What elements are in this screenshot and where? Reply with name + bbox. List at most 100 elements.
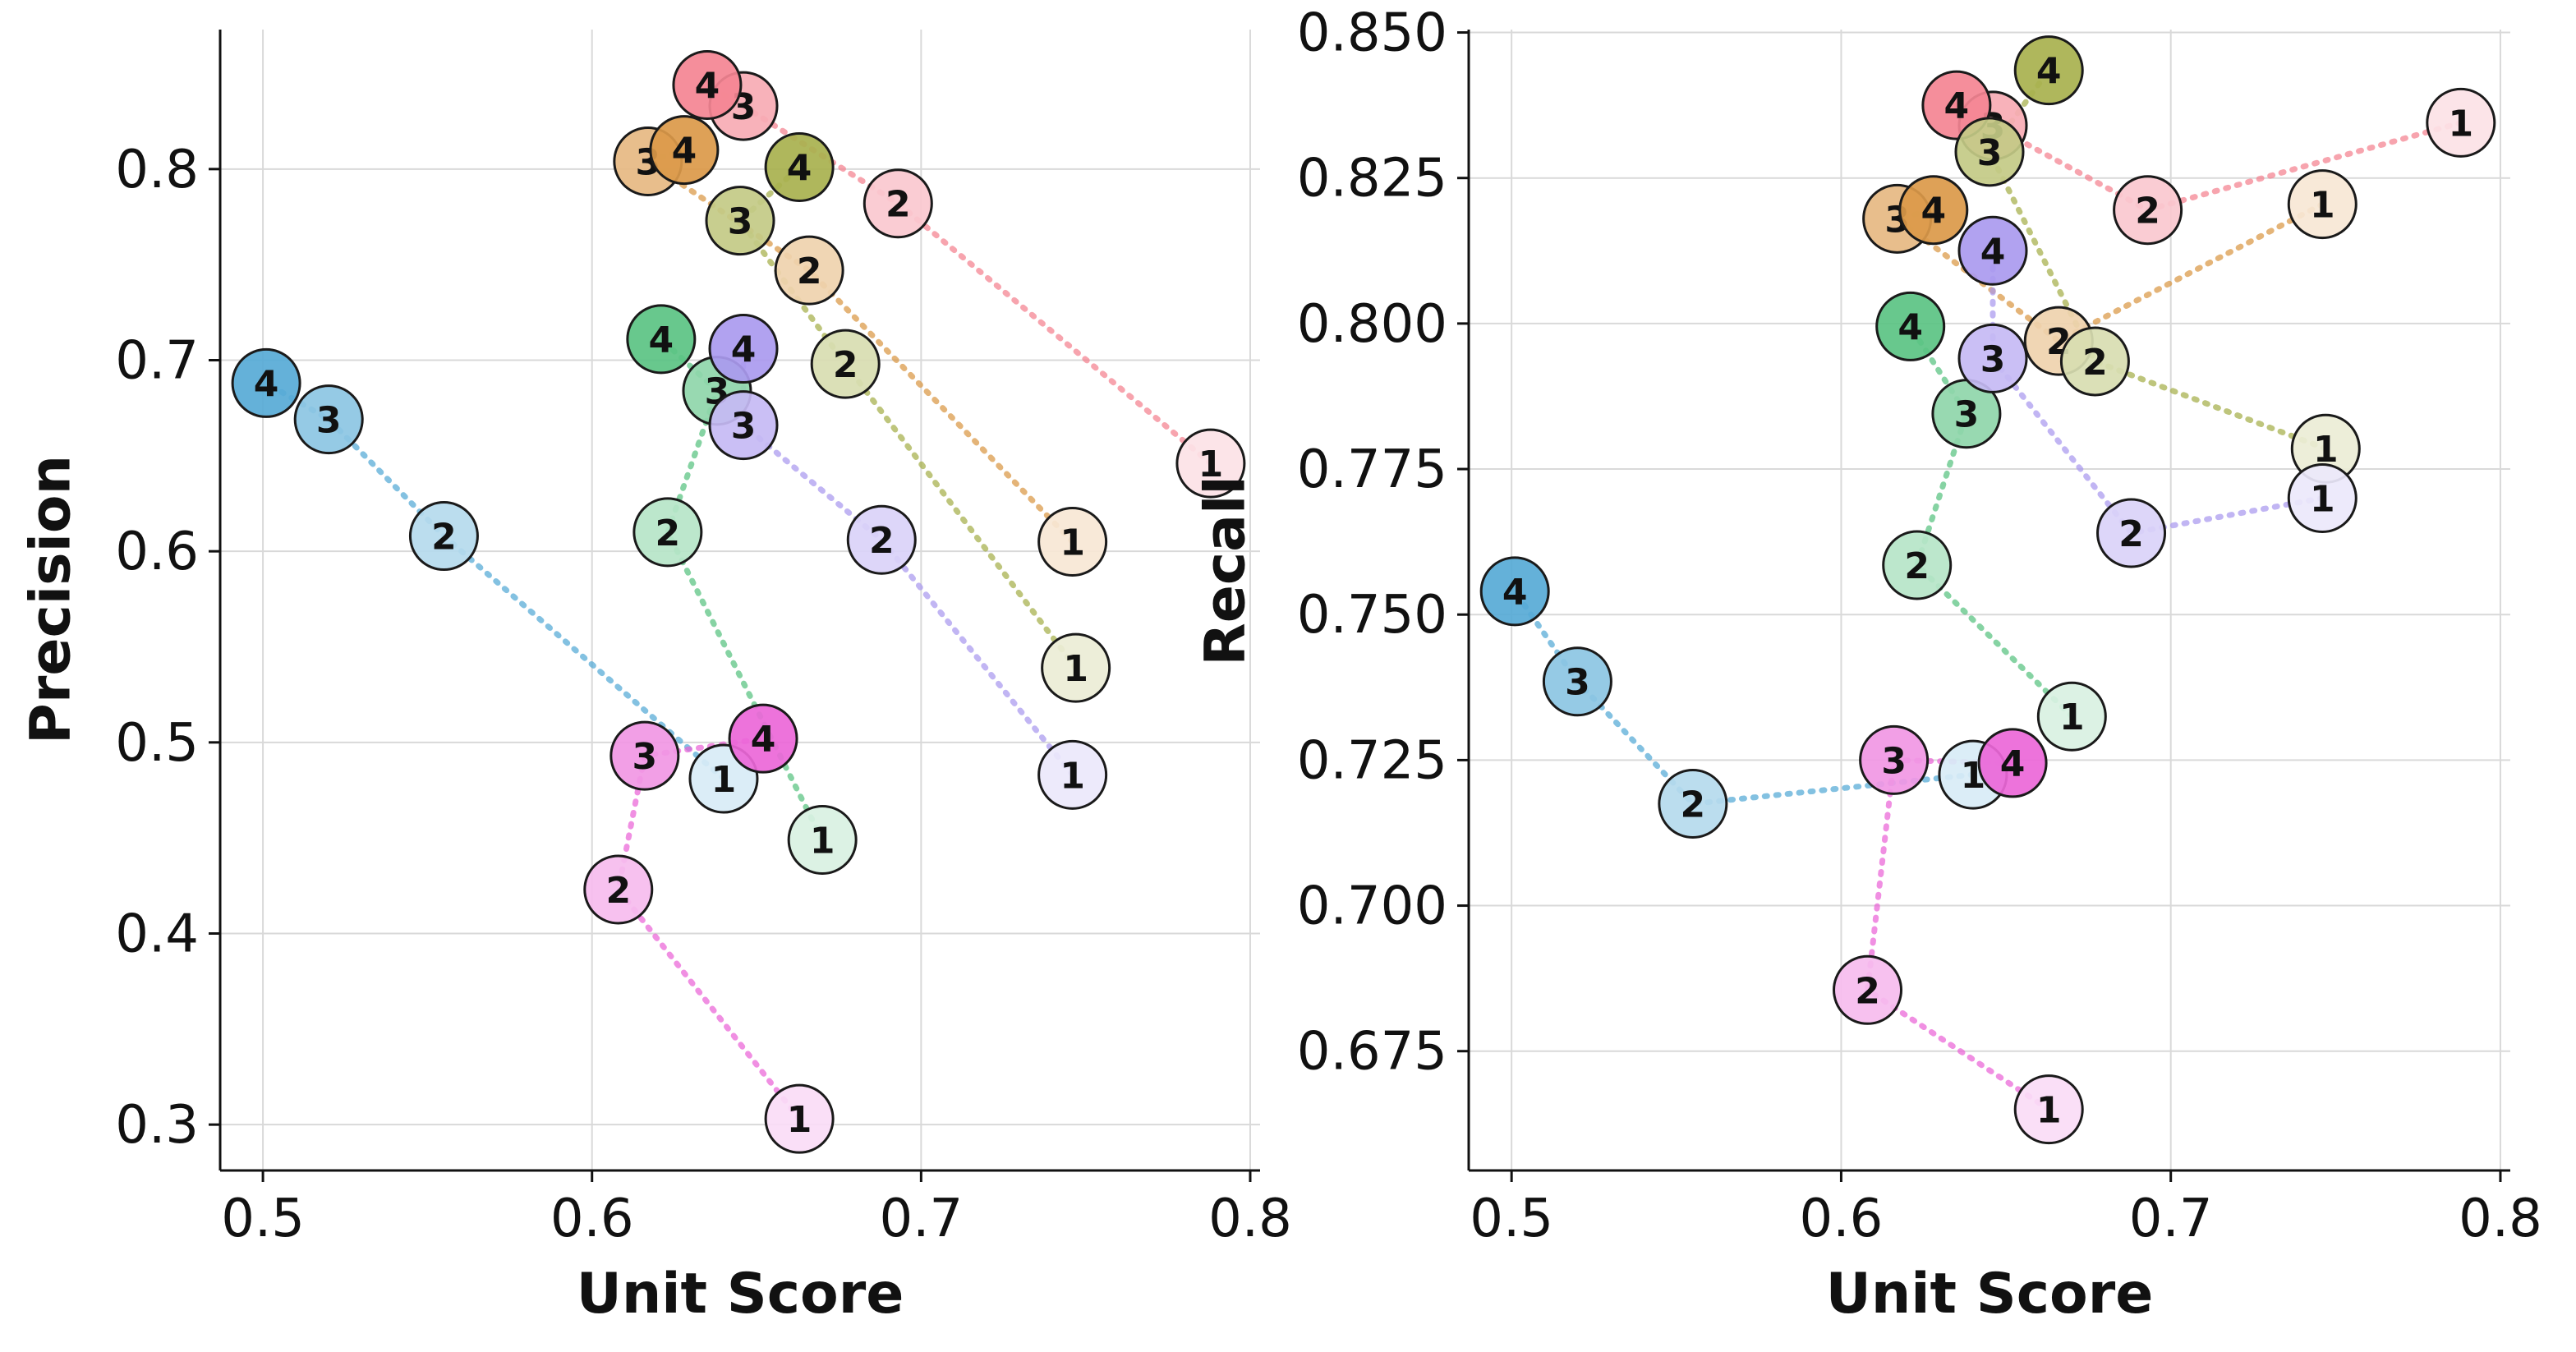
point-marker bbox=[1898, 175, 1969, 246]
point-label: 1 bbox=[711, 759, 737, 801]
point-purple-4: 4 bbox=[1957, 215, 2028, 286]
point-marker bbox=[1479, 556, 1550, 627]
series-line-magenta bbox=[615, 735, 803, 1122]
point-label: 2 bbox=[833, 344, 858, 386]
y-tick-label: 0.825 bbox=[1297, 149, 1447, 209]
point-label: 1 bbox=[787, 1099, 812, 1141]
point-label: 3 bbox=[1881, 740, 1907, 782]
point-marker bbox=[728, 703, 798, 774]
x-tick-label: 0.5 bbox=[1470, 1189, 1553, 1249]
point-marker bbox=[2113, 175, 2183, 246]
point-red-2: 2 bbox=[862, 168, 933, 239]
point-magenta-4: 4 bbox=[1977, 728, 2048, 798]
point-label: 2 bbox=[605, 870, 631, 912]
x-tick-label: 0.6 bbox=[1800, 1189, 1884, 1249]
series-line-green bbox=[658, 336, 826, 843]
point-green-3: 3 bbox=[1931, 379, 2002, 449]
series-line-magenta bbox=[1864, 756, 2052, 1113]
y-tick-label: 0.850 bbox=[1297, 3, 1447, 64]
point-label: 3 bbox=[1977, 132, 2003, 174]
point-label: 3 bbox=[632, 736, 658, 778]
x-axis-title: Unit Score bbox=[1826, 1262, 2154, 1327]
point-magenta-2: 2 bbox=[583, 854, 654, 925]
point-olive-4: 4 bbox=[2013, 35, 2084, 106]
point-marker bbox=[610, 720, 680, 791]
point-label: 2 bbox=[869, 520, 895, 562]
point-marker bbox=[632, 497, 703, 568]
point-red-1: 1 bbox=[1175, 428, 1246, 499]
y-axis-title: Recall bbox=[1194, 476, 1258, 665]
point-label: 4 bbox=[787, 148, 812, 190]
point-marker bbox=[1175, 428, 1246, 499]
point-purple-4: 4 bbox=[708, 314, 779, 384]
point-purple-2: 2 bbox=[2096, 498, 2167, 568]
point-magenta-1: 1 bbox=[2013, 1074, 2084, 1145]
point-red-2: 2 bbox=[2113, 175, 2183, 246]
y-axis-title: Precision bbox=[19, 455, 84, 744]
y-tick-label: 0.3 bbox=[115, 1095, 199, 1156]
point-marker bbox=[2013, 1074, 2084, 1145]
point-label: 4 bbox=[1980, 231, 2006, 273]
series-line-purple bbox=[1990, 247, 2325, 536]
series-line-cyan bbox=[263, 379, 727, 782]
point-label: 1 bbox=[1060, 522, 1085, 564]
point-cyan-3: 3 bbox=[293, 384, 364, 455]
point-purple-3: 3 bbox=[708, 390, 779, 461]
y-tick-label: 0.775 bbox=[1297, 439, 1447, 500]
point-label: 2 bbox=[2135, 191, 2160, 232]
x-tick-label: 0.7 bbox=[879, 1189, 963, 1249]
point-olive-2: 2 bbox=[2059, 326, 2130, 397]
point-label: 1 bbox=[1198, 444, 1224, 485]
point-label: 1 bbox=[2448, 103, 2473, 145]
point-magenta-3: 3 bbox=[610, 720, 680, 791]
y-tick-label: 0.8 bbox=[115, 140, 199, 200]
point-marker bbox=[1875, 291, 1946, 361]
y-tick-label: 0.800 bbox=[1297, 294, 1447, 355]
point-label: 1 bbox=[1060, 755, 1085, 797]
point-label: 2 bbox=[2082, 342, 2108, 384]
point-marker bbox=[1037, 739, 1108, 810]
point-marker bbox=[2426, 87, 2496, 158]
point-marker bbox=[774, 235, 844, 306]
point-green-4: 4 bbox=[626, 304, 697, 375]
point-orange-4: 4 bbox=[649, 115, 720, 186]
series-line-cyan bbox=[1511, 588, 1976, 807]
point-marker bbox=[846, 504, 917, 575]
point-marker bbox=[408, 501, 479, 572]
point-marker bbox=[764, 1083, 835, 1154]
point-label: 3 bbox=[316, 400, 342, 442]
point-marker bbox=[2287, 462, 2358, 533]
y-tick-label: 0.4 bbox=[115, 904, 199, 964]
point-marker bbox=[1833, 954, 1903, 1025]
point-label: 4 bbox=[751, 719, 776, 761]
point-purple-1: 1 bbox=[2287, 462, 2358, 533]
point-marker bbox=[787, 804, 858, 875]
point-label: 4 bbox=[1502, 572, 1528, 614]
panel-recall: 0.5 0.6 0.7 0.8 0.675 0.700 0.725 0.750 0.775 0.8… bbox=[1194, 3, 2542, 1327]
point-label: 3 bbox=[728, 201, 753, 243]
point-olive-4: 4 bbox=[764, 132, 835, 203]
x-tick-label: 0.5 bbox=[221, 1189, 305, 1249]
point-label: 2 bbox=[886, 184, 911, 226]
y-tick-label: 0.750 bbox=[1297, 585, 1447, 646]
y-tick-label: 0.700 bbox=[1297, 876, 1447, 937]
point-marker bbox=[1859, 724, 1930, 795]
point-marker bbox=[2059, 326, 2130, 397]
point-green-2: 2 bbox=[1882, 530, 1953, 600]
x-tick-label: 0.8 bbox=[2459, 1189, 2542, 1249]
point-label: 2 bbox=[1855, 970, 1880, 1012]
point-label: 4 bbox=[254, 363, 279, 405]
point-cyan-4: 4 bbox=[1479, 556, 1550, 627]
point-olive-1: 1 bbox=[1041, 632, 1111, 703]
point-olive-2: 2 bbox=[810, 329, 881, 399]
point-label: 3 bbox=[1980, 338, 2006, 380]
point-olive-3: 3 bbox=[705, 186, 775, 256]
y-tick-label: 0.6 bbox=[115, 522, 199, 582]
point-label: 3 bbox=[731, 406, 757, 448]
point-magenta-1: 1 bbox=[764, 1083, 835, 1154]
point-label: 4 bbox=[695, 65, 720, 107]
point-label: 4 bbox=[2036, 51, 2062, 93]
point-green-1: 1 bbox=[2036, 681, 2107, 752]
point-magenta-2: 2 bbox=[1833, 954, 1903, 1025]
